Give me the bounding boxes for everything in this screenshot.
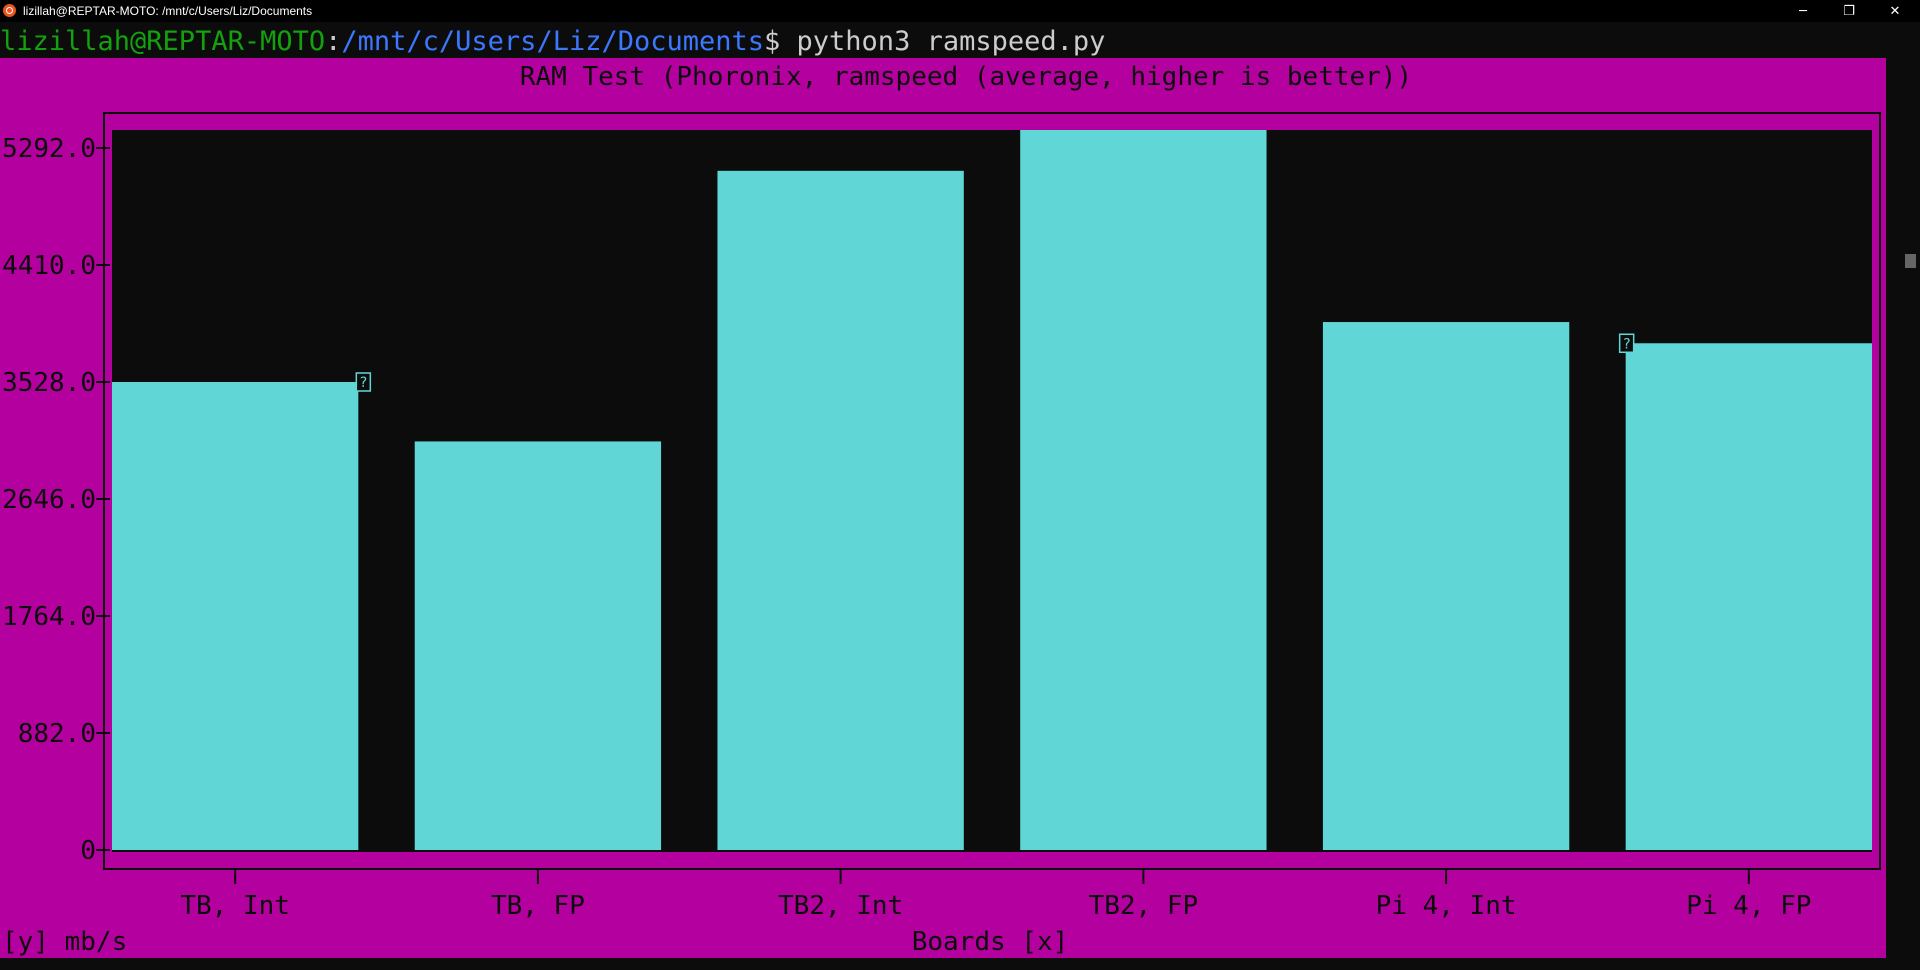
prompt-separator: : (325, 26, 342, 57)
bar-chart: RAM Test (Phoronix, ramspeed (average, h… (2, 62, 1881, 957)
prompt-user-host: lizillah@REPTAR-MOTO (0, 26, 326, 57)
y-tick-label: 4410.0 (2, 251, 96, 281)
chart-title: RAM Test (Phoronix, ramspeed (average, h… (520, 62, 1412, 92)
bar (1625, 343, 1872, 850)
restore-button[interactable]: ❐ (1843, 3, 1855, 19)
y-tick-label: 2646.0 (2, 485, 96, 515)
ubuntu-icon (3, 4, 16, 17)
glyph-marker-icon: ? (1618, 333, 1635, 354)
bar (414, 441, 662, 850)
y-tick-label: 1764.0 (2, 602, 96, 632)
y-tick-label: 3528.0 (2, 368, 96, 398)
y-axis: 0 882.0 1764.0 2646.0 3528.0 4410.0 5292.0 (2, 134, 110, 866)
y-tick-label: 0 (80, 836, 96, 866)
bar (1020, 130, 1267, 850)
y-tick-label: 882.0 (18, 719, 96, 749)
x-tick-label: TB2, FP (1089, 891, 1199, 921)
prompt-command: python3 ramspeed.py (796, 26, 1106, 57)
window-titlebar: lizillah@REPTAR-MOTO: /mnt/c/Users/Liz/D… (0, 0, 1920, 22)
glyph-marker-text: ? (359, 375, 367, 391)
bar (112, 382, 359, 850)
bar (1322, 322, 1570, 851)
prompt-path: /mnt/c/Users/Liz/Documents (341, 26, 765, 57)
glyph-marker-icon: ? (355, 372, 372, 392)
x-tick-label: Pi 4, FP (1686, 891, 1811, 921)
x-tick-label: TB, FP (491, 891, 585, 921)
glyph-marker-text: ? (1622, 336, 1630, 352)
x-tick-label: TB2, Int (778, 891, 903, 921)
bars-group: ?? (112, 130, 1872, 851)
x-tick-label: Pi 4, Int (1376, 891, 1517, 921)
x-axis: TB, Int TB, FP TB2, Int TB2, FP Pi 4, Int Pi … (180, 869, 1811, 921)
terminal-scrollbar[interactable] (1900, 22, 1920, 970)
minimize-button[interactable]: ─ (1799, 3, 1807, 19)
y-axis-label: [y] mb/s (2, 927, 127, 957)
x-tick-label: TB, Int (180, 891, 290, 921)
chart-area: RAM Test (Phoronix, ramspeed (average, h… (0, 58, 1886, 958)
x-axis-label: Boards [x] (912, 927, 1069, 957)
y-tick-label: 5292.0 (2, 134, 96, 164)
plot-background (112, 130, 1872, 852)
scrollbar-thumb[interactable] (1905, 254, 1916, 268)
window-title: lizillah@REPTAR-MOTO: /mnt/c/Users/Liz/D… (23, 4, 313, 18)
prompt-dollar: $ (764, 26, 797, 57)
close-button[interactable]: ✕ (1889, 3, 1901, 19)
plot-frame (103, 112, 1881, 870)
terminal-prompt-line: lizillah@REPTAR-MOTO:/mnt/c/Users/Liz/Do… (0, 26, 1105, 58)
bar (717, 170, 964, 850)
